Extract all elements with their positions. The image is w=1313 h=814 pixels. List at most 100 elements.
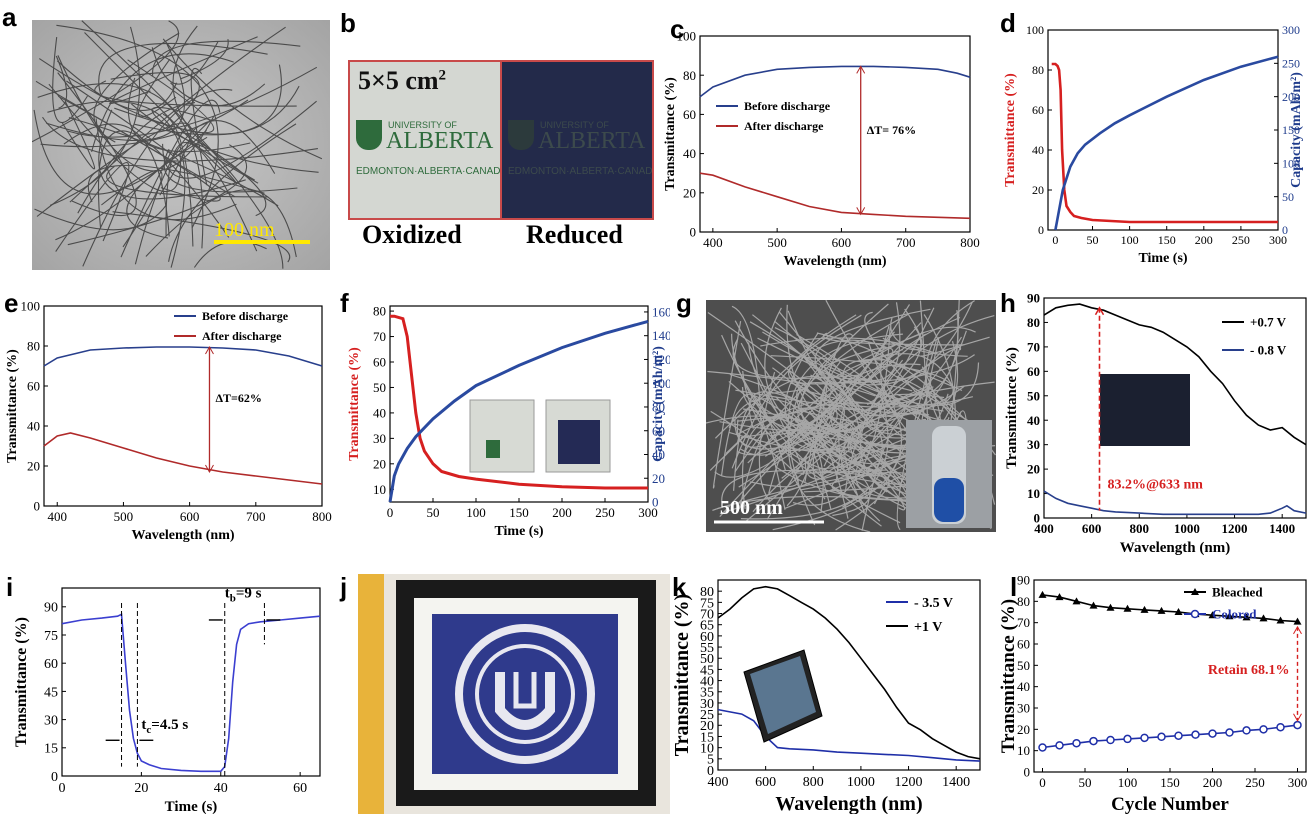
y-tick-label: 20 bbox=[373, 456, 386, 471]
fiber bbox=[57, 55, 215, 172]
x-axis-label: Wavelength (nm) bbox=[783, 254, 886, 269]
chart-l: 0 50 100 150 200 250 300 0 10 20 30 40 50 60 70 80 90 Cyc… bbox=[1000, 574, 1307, 814]
fiber bbox=[890, 317, 968, 357]
data-point bbox=[1055, 741, 1064, 750]
x-tick-label: 600 bbox=[180, 509, 200, 524]
uni-city-text: EDMONTON·ALBERTA·CANADA bbox=[356, 166, 502, 177]
x-tick-label: 500 bbox=[767, 235, 787, 250]
y2-tick-label: 200 bbox=[1282, 90, 1300, 104]
y2-axis-label: Capacity (mAh/m²) bbox=[1289, 72, 1304, 188]
scale-bar-label: 100 nm bbox=[214, 219, 275, 241]
fiber bbox=[859, 359, 935, 512]
x-tick-label: 800 bbox=[1130, 521, 1150, 536]
y-tick-label: 75 bbox=[44, 629, 58, 644]
fiber bbox=[55, 162, 130, 252]
y-tick-label: 40 bbox=[1032, 143, 1044, 157]
data-point bbox=[1208, 729, 1217, 738]
fiber bbox=[35, 80, 236, 198]
legend-label: - 3.5 V bbox=[914, 596, 953, 611]
x-tick-label: 100 bbox=[1121, 233, 1139, 247]
y2-tick-label: 40 bbox=[652, 447, 665, 462]
fiber bbox=[56, 24, 219, 228]
x-tick-label: 800 bbox=[960, 235, 980, 250]
y-tick-label: 40 bbox=[27, 419, 40, 434]
legend-label: After discharge bbox=[202, 329, 282, 343]
fiber bbox=[97, 130, 230, 238]
series-line-capacity bbox=[388, 319, 649, 503]
inset-photo-oxidized bbox=[469, 399, 535, 473]
y-tick-label: 0 bbox=[1034, 511, 1041, 526]
fiber bbox=[867, 330, 967, 409]
fiber bbox=[752, 314, 838, 397]
y-tick-label: 50 bbox=[1017, 658, 1030, 673]
data-point bbox=[1123, 734, 1132, 744]
chart-e: 400 500 600 700 800 0 20 40 60 80 100 Wavelength (n… bbox=[5, 299, 332, 543]
panel-label-a: a bbox=[2, 2, 17, 32]
fiber bbox=[134, 64, 282, 136]
arrow-head bbox=[856, 207, 866, 216]
blue-device bbox=[432, 614, 618, 774]
delta-t-label: ΔT=62% bbox=[215, 391, 261, 405]
y-axis-label: Transmittance (%) bbox=[5, 349, 20, 463]
x-tick-label: 150 bbox=[1160, 775, 1180, 790]
fiber bbox=[760, 337, 938, 355]
fiber bbox=[98, 42, 268, 95]
uni-top-text: UNIVERSITY OF bbox=[388, 120, 457, 130]
series-line--0-8-v bbox=[1043, 490, 1307, 516]
panel-label-i: i bbox=[6, 572, 14, 602]
fiber bbox=[110, 72, 200, 131]
fiber bbox=[81, 20, 284, 269]
fiber bbox=[152, 40, 301, 76]
fiber bbox=[172, 25, 255, 181]
fiber bbox=[712, 321, 742, 489]
fiber bbox=[151, 106, 259, 184]
y-tick-label: 20 bbox=[1032, 183, 1044, 197]
y-tick-label: 0 bbox=[690, 225, 697, 240]
y-tick-label: 55 bbox=[700, 641, 714, 656]
data-point bbox=[1089, 736, 1098, 746]
chart-d: 0 50 100 150 200 250 3000204060801000501001502… bbox=[1003, 23, 1304, 266]
sem-image: 500 nm bbox=[706, 300, 996, 532]
fiber bbox=[748, 391, 885, 454]
tb-label: tb=9 s bbox=[225, 585, 262, 604]
x-tick-label: 600 bbox=[832, 235, 852, 250]
y2-tick-label: 100 bbox=[1282, 157, 1300, 171]
y2-tick-label: 160 bbox=[652, 304, 670, 319]
y-tick-label: 40 bbox=[373, 405, 386, 420]
fiber bbox=[36, 122, 192, 217]
y-tick-label: 30 bbox=[44, 714, 58, 729]
fiber bbox=[749, 321, 833, 401]
plot-frame bbox=[1043, 297, 1307, 519]
data-point bbox=[1106, 735, 1115, 745]
y-tick-label: 80 bbox=[1027, 315, 1040, 330]
data-point bbox=[1038, 590, 1047, 598]
fiber bbox=[792, 327, 891, 506]
fiber bbox=[37, 83, 204, 249]
panel-label-d: d bbox=[1000, 8, 1016, 38]
y-tick-label: 20 bbox=[1017, 722, 1030, 737]
legend-label: Colored bbox=[1212, 607, 1257, 622]
y-axis-label: Transmittance (%) bbox=[1003, 73, 1018, 187]
modulation-label: 83.2%@633 nm bbox=[1107, 478, 1203, 493]
plot-frame bbox=[699, 35, 971, 233]
y2-tick-label: 60 bbox=[652, 423, 665, 438]
y-tick-label: 80 bbox=[700, 585, 714, 600]
sample-size-sup: 2 bbox=[438, 67, 447, 84]
chart-f: 0 50 100 150 200 250 300 10 20 30 40 50 60 70 80 0 20 40 6… bbox=[347, 304, 670, 539]
oxidized-sample: 5×5 cm2 UNIVERSITY OF ALBERTA EDMONTON·A… bbox=[348, 60, 502, 220]
x-tick-label: 50 bbox=[1079, 775, 1092, 790]
y-tick-label: 40 bbox=[700, 674, 714, 689]
x-tick-label: 500 bbox=[114, 509, 134, 524]
fiber bbox=[732, 338, 863, 379]
data-point bbox=[1259, 725, 1268, 734]
y-tick-label: 80 bbox=[27, 339, 40, 354]
fiber bbox=[822, 332, 965, 346]
y-tick-label: 30 bbox=[373, 431, 386, 446]
data-point bbox=[1072, 597, 1081, 605]
y-tick-label: 100 bbox=[21, 299, 41, 314]
data-point bbox=[1157, 732, 1166, 742]
data-point bbox=[1106, 603, 1115, 611]
x-tick-label: 0 bbox=[1039, 775, 1046, 790]
inset-window-view bbox=[750, 656, 816, 734]
y-tick-label: 60 bbox=[27, 379, 40, 394]
